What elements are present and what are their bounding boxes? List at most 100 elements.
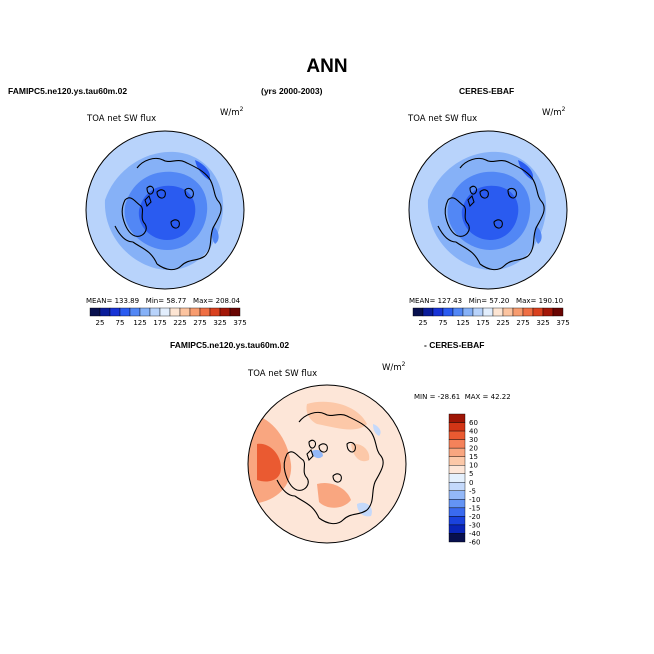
case-name-left: FAMIPC5.ne120.ys.tau60m.02: [8, 86, 128, 96]
diff-map-border: [247, 384, 407, 544]
diff-units: W/m2: [382, 361, 406, 373]
obs-colorbar: 25 75 125 175 225 275 325 375: [412, 307, 570, 327]
obs-colorbar-tick: 325: [536, 319, 549, 327]
diff-obs-name: - CERES-EBAF: [424, 340, 485, 350]
model-field-region: [138, 185, 196, 240]
obs-min: Min= 57.20: [468, 297, 510, 305]
obs-colorbar-swatch: [482, 307, 494, 317]
model-colorbar-tick: 275: [193, 319, 206, 327]
diff-coastline: [346, 441, 356, 453]
model-colorbar-tick: 175: [153, 319, 166, 327]
diff-colorbar-tick: -30: [469, 521, 480, 529]
obs-coastline: [527, 177, 545, 257]
obs-colorbar-swatch: [552, 307, 564, 317]
model-coastline: [184, 187, 194, 199]
diff-coastline: [332, 473, 342, 483]
obs-panel-title: TOA net SW flux: [408, 114, 478, 124]
diff-colorbar-tick: 40: [469, 428, 478, 436]
diff-coastline: [318, 509, 368, 525]
diff-polar-map: [247, 384, 407, 544]
model-coastline: [136, 157, 210, 179]
diff-colorbar-tick: -60: [469, 539, 480, 547]
diff-colorbar-swatch: [448, 430, 466, 440]
obs-colorbar-tick: 25: [419, 319, 428, 327]
obs-mean: MEAN= 127.43: [409, 297, 463, 305]
diff-colorbar-tick: 0: [469, 479, 473, 487]
obs-colorbar-swatch: [542, 307, 554, 317]
diff-colorbar-tick: 60: [469, 419, 478, 427]
diff-coastline: [306, 448, 314, 462]
diff-colorbar-swatch: [448, 473, 466, 483]
model-coastline: [114, 225, 134, 243]
diff-field-region: [311, 449, 323, 459]
obs-colorbar-swatch: [472, 307, 484, 317]
model-colorbar-swatch: [89, 307, 101, 317]
diff-colorbar-swatch: [448, 507, 466, 517]
model-coastline: [121, 197, 147, 237]
obs-colorbar-tick: 175: [476, 319, 489, 327]
model-stats: MEAN= 133.89 Min= 58.77 Max= 208.04: [86, 297, 240, 305]
diff-colorbar-tick: 15: [469, 453, 478, 461]
years-label: (yrs 2000-2003): [261, 86, 323, 96]
model-colorbar-swatch: [149, 307, 161, 317]
model-colorbar-tick: 125: [133, 319, 146, 327]
diff-coastline: [318, 443, 328, 453]
diff-colorbar-swatch: [448, 524, 466, 534]
obs-colorbar-swatch: [502, 307, 514, 317]
model-colorbar-swatch: [219, 307, 231, 317]
obs-colorbar-swatch: [532, 307, 544, 317]
obs-coastline: [479, 255, 529, 271]
diff-colorbar-swatch: [448, 413, 466, 423]
model-coastline: [156, 255, 206, 271]
diff-max: MAX = 42.22: [464, 393, 511, 401]
model-colorbar-tick: 325: [213, 319, 226, 327]
model-colorbar-swatch: [159, 307, 171, 317]
model-colorbar-tick: 75: [116, 319, 125, 327]
diff-colorbar-tick: -15: [469, 504, 480, 512]
diff-colorbar-tick: -20: [469, 513, 480, 521]
obs-colorbar-tick: 125: [456, 319, 469, 327]
obs-colorbar-swatch: [492, 307, 504, 317]
obs-polar-map: [408, 130, 568, 290]
model-colorbar-tick: 225: [173, 319, 186, 327]
model-coastline: [170, 219, 180, 229]
diff-colorbar-tick: 30: [469, 436, 478, 444]
model-colorbar: 25 75 125 175 225 275 325 375: [89, 307, 247, 327]
obs-colorbar-swatch: [452, 307, 464, 317]
diff-colorbar-tick: -10: [469, 496, 480, 504]
model-max: Max= 208.04: [193, 297, 241, 305]
diff-field-region: [373, 424, 381, 436]
diff-colorbar-tick: 20: [469, 445, 478, 453]
obs-coastline: [455, 241, 481, 265]
model-colorbar-swatch: [189, 307, 201, 317]
obs-coastline: [507, 187, 517, 199]
diff-colorbar-swatch: [448, 516, 466, 526]
obs-colorbar-swatch: [442, 307, 454, 317]
obs-stats: MEAN= 127.43 Min= 57.20 Max= 190.10: [409, 297, 563, 305]
diff-coastline: [366, 431, 384, 511]
diff-colorbar-swatch: [448, 447, 466, 457]
diff-min: MIN = -28.61: [414, 393, 461, 401]
obs-coastline: [469, 185, 478, 195]
diff-coastline: [298, 411, 372, 433]
obs-colorbar-swatch: [412, 307, 424, 317]
obs-colorbar-swatch: [462, 307, 474, 317]
model-mean: MEAN= 133.89: [86, 297, 140, 305]
model-min: Min= 58.77: [145, 297, 187, 305]
obs-map-border: [408, 130, 568, 290]
diff-case-name: FAMIPC5.ne120.ys.tau60m.02: [170, 340, 290, 350]
obs-coastline: [437, 225, 457, 243]
model-colorbar-swatch: [229, 307, 241, 317]
obs-coastline: [444, 197, 470, 237]
diff-colorbar-tick: -5: [469, 487, 476, 495]
model-coastline: [144, 194, 152, 208]
diff-colorbar-tick: -40: [469, 530, 480, 538]
obs-name-right: CERES-EBAF: [459, 86, 515, 96]
diff-coastline: [283, 451, 309, 491]
model-coastline: [156, 189, 166, 199]
diff-colorbar-swatch: [448, 482, 466, 492]
diff-colorbar-swatch: [448, 465, 466, 474]
model-map-border: [85, 130, 245, 290]
obs-max: Max= 190.10: [516, 297, 564, 305]
